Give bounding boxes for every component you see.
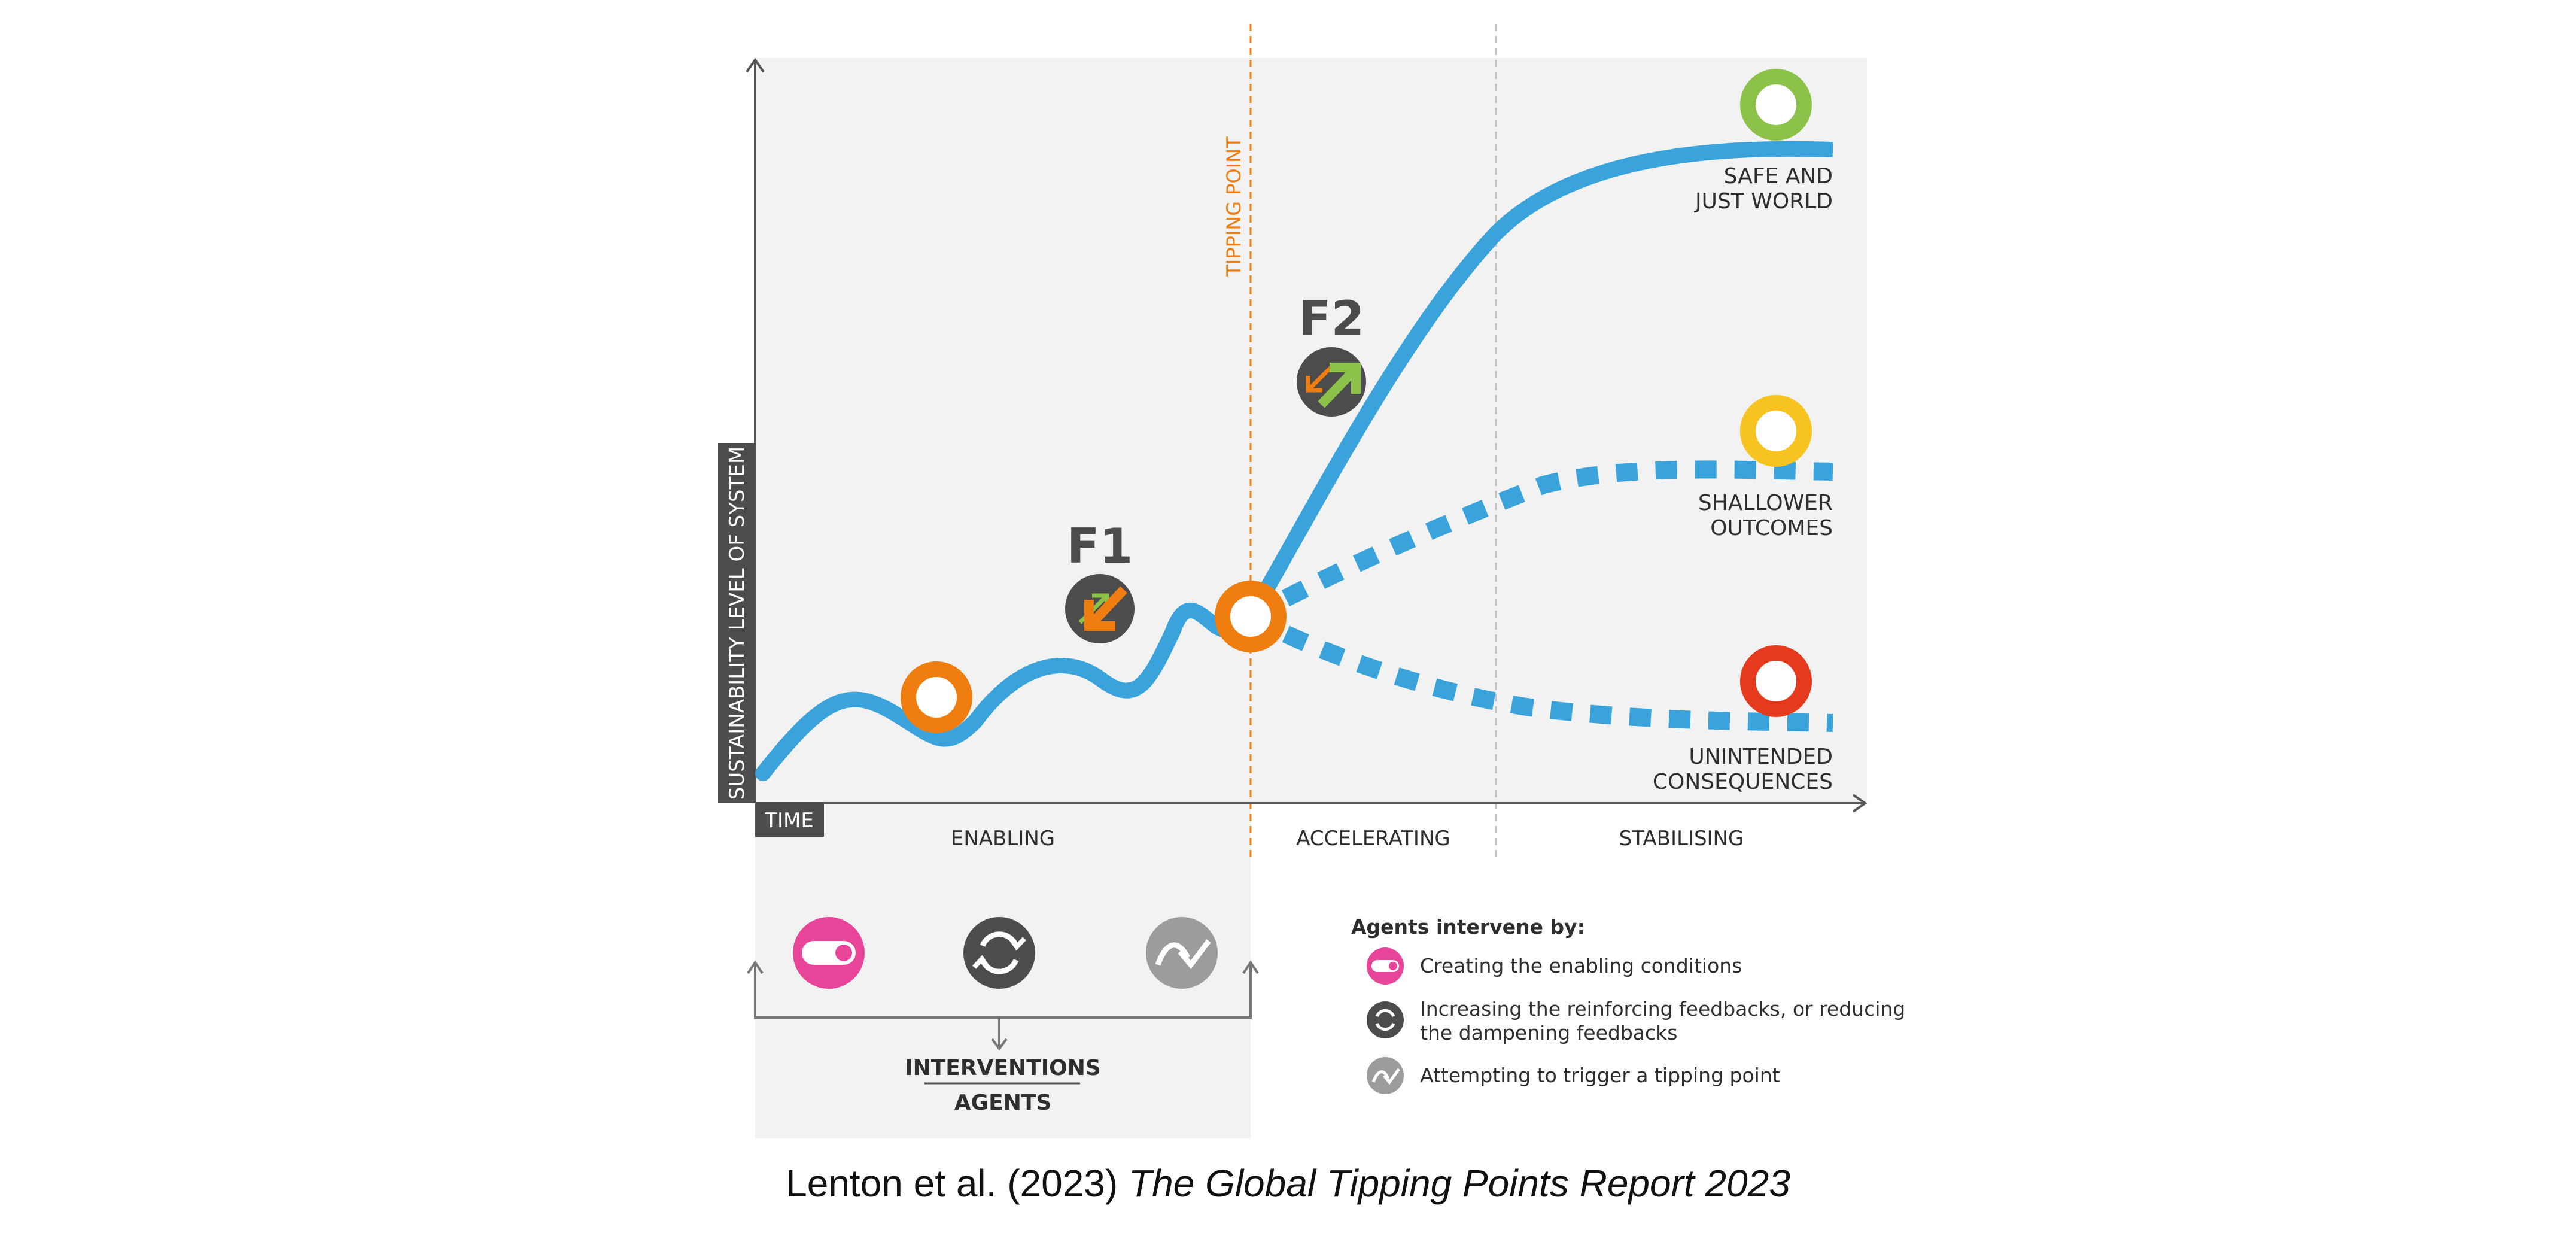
- legend-item-1: Creating the enabling conditions: [1420, 954, 1742, 977]
- legend-toggle-icon: [1367, 947, 1404, 985]
- trigger-icon: [1146, 917, 1218, 989]
- pathway-curve-main: [755, 603, 1258, 781]
- pathway-curve-safe: [1243, 141, 1833, 621]
- x-axis-label-box: [755, 803, 824, 837]
- phase-stabilising: STABILISING: [1619, 827, 1744, 851]
- y-axis-label-box: [718, 443, 755, 803]
- pathway-curve-shallower: [1246, 460, 1833, 625]
- x-axis-arrow: [1852, 794, 1868, 813]
- agents-label: AGENTS: [954, 1091, 1052, 1115]
- y-axis-label: SUSTAINABILITY LEVEL OF SYSTEM: [725, 447, 749, 800]
- legend-item-2-line-2: the dampening feedbacks: [1420, 1021, 1677, 1044]
- pathway-curve-unintended: [1246, 608, 1833, 732]
- interventions-bracket: [747, 960, 1259, 1051]
- phase-enabling: ENABLING: [951, 827, 1055, 851]
- safe-outcome-ring: [1740, 69, 1812, 141]
- legend-cycle-icon: [1367, 1001, 1404, 1038]
- unintended-outcome-label-2: CONSEQUENCES: [1653, 770, 1833, 794]
- y-axis-arrow: [746, 57, 765, 73]
- caption-authors: Lenton et al. (2023): [786, 1162, 1118, 1205]
- intervention-ring-1: [901, 661, 972, 733]
- safe-outcome-label-2: JUST WORLD: [1694, 189, 1833, 214]
- unintended-outcome-ring: [1740, 645, 1812, 717]
- interventions-label: INTERVENTIONS: [905, 1056, 1101, 1080]
- caption-title: The Global Tipping Points Report 2023: [1128, 1162, 1790, 1205]
- legend-item-2-line-1: Increasing the reinforcing feedbacks, or…: [1420, 997, 1905, 1021]
- shallow-outcome-ring: [1740, 395, 1812, 467]
- shallow-outcome-label-1: SHALLOWER: [1698, 491, 1833, 515]
- f1-label: F1: [1067, 518, 1133, 574]
- legend-item-3: Attempting to trigger a tipping point: [1420, 1064, 1780, 1087]
- legend-title: Agents intervene by:: [1351, 915, 1585, 939]
- tipping-ring: [1215, 581, 1287, 652]
- f1-feedback-icon: [1065, 574, 1135, 643]
- safe-outcome-label-1: SAFE AND: [1724, 164, 1833, 189]
- source-caption: Lenton et al. (2023) The Global Tipping …: [0, 1161, 2576, 1205]
- cycle-icon: [963, 917, 1035, 989]
- f2-feedback-icon: [1297, 347, 1366, 417]
- tipping-point-label: TIPPING POINT: [1222, 136, 1245, 277]
- f2-label: F2: [1298, 291, 1364, 347]
- toggle-icon: [793, 917, 865, 989]
- unintended-outcome-label-1: UNINTENDED: [1689, 745, 1833, 769]
- legend-trigger-icon: [1367, 1057, 1404, 1094]
- phase-accelerating: ACCELERATING: [1296, 827, 1450, 851]
- x-axis-label: TIME: [764, 809, 814, 833]
- shallow-outcome-label-2: OUTCOMES: [1710, 516, 1833, 540]
